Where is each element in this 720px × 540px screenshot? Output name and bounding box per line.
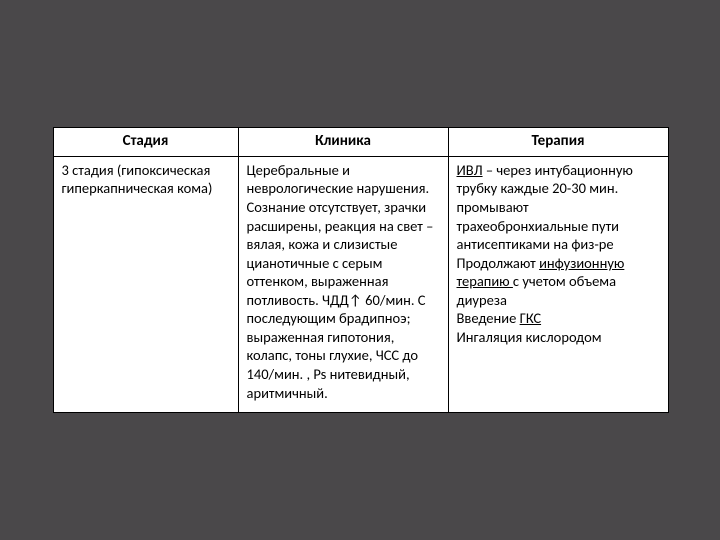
- therapy-gks-underline: ГКС: [520, 309, 541, 327]
- medical-stages-table: Стадия Клиника Терапия 3 стадия (гипокси…: [53, 127, 668, 413]
- table: Стадия Клиника Терапия 3 стадия (гипокси…: [53, 127, 669, 413]
- cell-therapy: ИВЛ – через интубационную трубку каждые …: [448, 156, 668, 412]
- therapy-ivl-text: – через интубационную трубку каждые 20-3…: [457, 161, 633, 253]
- cell-clinic: Церебральные и неврологические нарушения…: [238, 156, 448, 412]
- table-header-row: Стадия Клиника Терапия: [53, 127, 668, 156]
- col-header-therapy: Терапия: [448, 127, 668, 156]
- therapy-ivl-underline: ИВЛ: [457, 161, 483, 179]
- table-row: 3 стадия (гипоксическая гиперкапническая…: [53, 156, 668, 412]
- therapy-cont-pre: Продолжают: [457, 254, 540, 272]
- col-header-stage: Стадия: [53, 127, 238, 156]
- col-header-clinic: Клиника: [238, 127, 448, 156]
- therapy-gks-pre: Введение: [457, 309, 520, 327]
- therapy-oxy: Ингаляция кислородом: [457, 328, 602, 346]
- cell-stage: 3 стадия (гипоксическая гиперкапническая…: [53, 156, 238, 412]
